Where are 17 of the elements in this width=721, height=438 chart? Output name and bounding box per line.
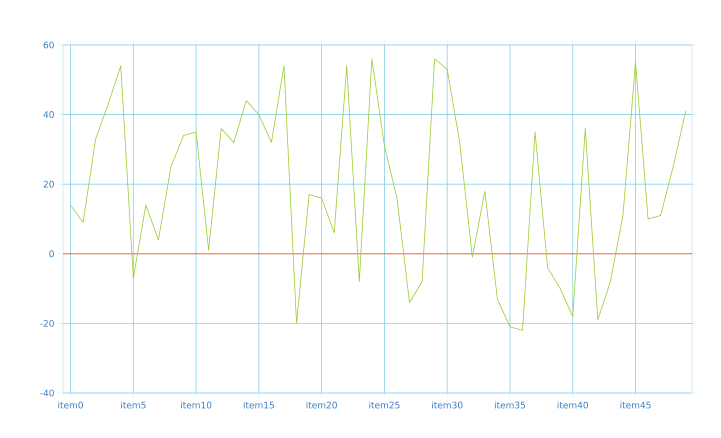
x-tick-label: item45	[620, 402, 651, 408]
x-tick-label: item10	[181, 402, 212, 408]
y-tick-label: 0	[49, 250, 54, 258]
x-tick-label: item0	[58, 402, 83, 408]
x-tick-label: item20	[306, 402, 337, 408]
y-tick-label: 60	[44, 42, 54, 48]
y-tick-label: -40	[40, 390, 54, 396]
y-tick-label: 20	[44, 180, 54, 188]
line-series	[70, 58, 686, 331]
x-tick-label: item40	[558, 402, 588, 408]
x-tick-label: item35	[494, 402, 526, 408]
y-tick-label: -20	[40, 320, 54, 327]
y-tick-label: 40	[43, 111, 54, 118]
x-tick-label: item5	[121, 402, 146, 408]
x-tick-label: item25	[369, 402, 400, 408]
x-tick-label: item30	[432, 402, 462, 408]
x-tick-label: item15	[244, 402, 274, 408]
